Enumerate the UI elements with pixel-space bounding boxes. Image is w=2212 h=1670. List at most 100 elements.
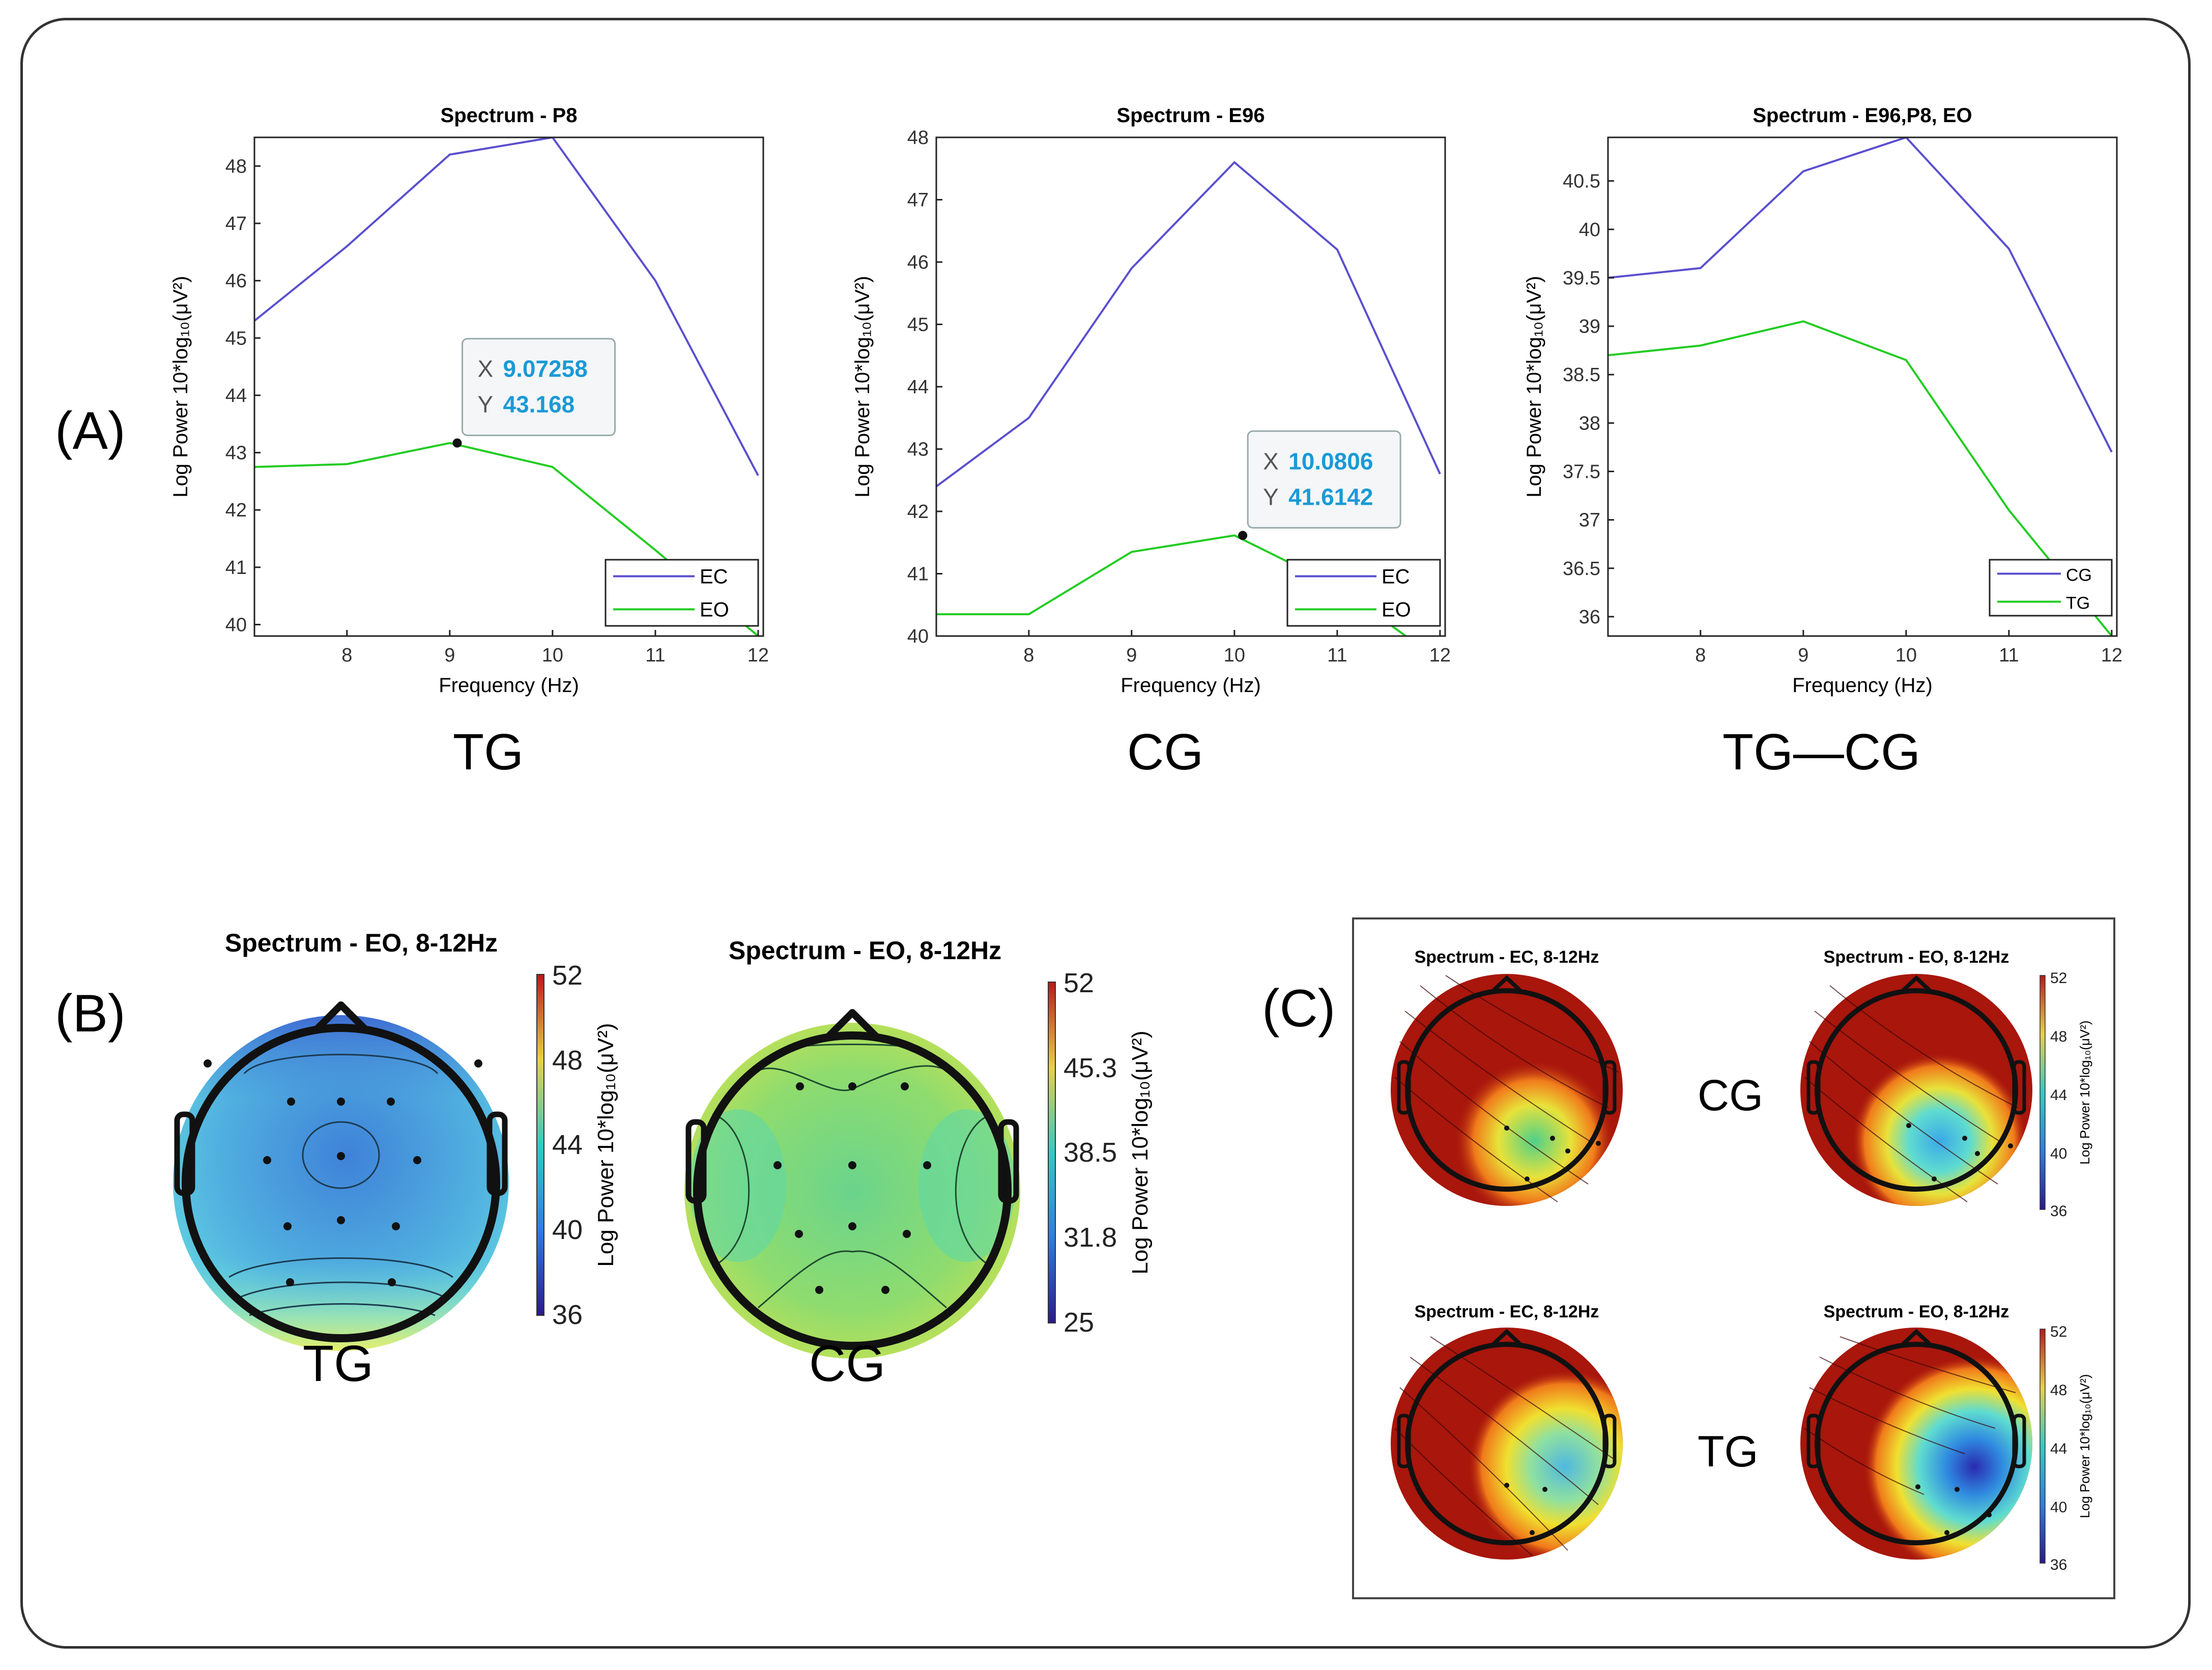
cb-tick: 52 xyxy=(1064,968,1094,998)
x-tick-label: 8 xyxy=(341,645,352,666)
plot-area xyxy=(1607,136,2118,637)
cb-tick: 40 xyxy=(552,1215,583,1245)
y-tick-label: 42 xyxy=(907,501,929,523)
topoplot-b-tg: Spectrum - EO, 8-12Hz 52 48 44 40 36 xyxy=(173,929,618,1351)
cb-tick: 52 xyxy=(2050,1323,2067,1340)
cb-tick: 48 xyxy=(2050,1382,2067,1399)
datatip-y-value: 43.168 xyxy=(503,391,575,418)
y-axis-label: Log Power 10*log₁₀(μV²) xyxy=(851,276,874,498)
y-tick-label: 47 xyxy=(907,190,929,211)
x-tick-label: 12 xyxy=(2101,645,2122,666)
y-tick-label: 38.5 xyxy=(1563,364,1600,386)
topo-caption-cg: CG xyxy=(809,1335,885,1392)
x-axis-label: Frequency (Hz) xyxy=(1792,674,1933,697)
topo-c-tg-eo-title: Spectrum - EO, 8-12Hz xyxy=(1824,1302,2009,1321)
x-tick-label: 9 xyxy=(444,645,455,666)
x-tick-label: 8 xyxy=(1023,645,1034,666)
y-tick-label: 41 xyxy=(225,557,247,579)
panel-label-a: (A) xyxy=(55,401,126,460)
chart-title: Spectrum - E96 xyxy=(1116,104,1265,127)
datatip-x-label: X xyxy=(1263,448,1279,474)
y-tick-label: 46 xyxy=(907,252,929,273)
y-tick-label: 41 xyxy=(907,564,929,585)
cb-label: Log Power 10*log₁₀(μV²) xyxy=(593,1023,618,1266)
chart-caption-cg: CG xyxy=(1127,724,1203,781)
y-tick-label: 40 xyxy=(225,614,247,636)
series-line-tg xyxy=(1608,320,2113,636)
x-tick-label: 11 xyxy=(1999,645,2019,666)
cb-label: Log Power 10*log₁₀(μV²) xyxy=(1128,1030,1153,1274)
x-tick-label: 10 xyxy=(542,645,563,666)
cb-tick: 36 xyxy=(2050,1557,2067,1573)
cb-tick: 45.3 xyxy=(1064,1053,1117,1083)
cb-tick: 44 xyxy=(2050,1087,2067,1104)
x-tick-label: 11 xyxy=(1327,645,1347,666)
plot-area xyxy=(253,136,764,637)
topo-c-row-label-cg: CG xyxy=(1698,1071,1763,1120)
y-tick-label: 45 xyxy=(907,314,929,336)
y-tick-label: 37 xyxy=(1579,510,1600,531)
topoplot-b-cg: Spectrum - EO, 8-12Hz 52 45.3 38.5 31.8 … xyxy=(684,936,1153,1359)
cb-label: Log Power 10*log₁₀(μV²) xyxy=(2077,1374,2092,1518)
y-tick-label: 36.5 xyxy=(1563,558,1600,580)
y-tick-label: 38 xyxy=(1579,413,1600,434)
y-tick-label: 44 xyxy=(225,385,247,407)
datatip-x-value: 9.07258 xyxy=(503,356,588,382)
y-tick-label: 39 xyxy=(1579,316,1600,337)
chart-caption-tg-cg: TG—CG xyxy=(1722,724,1920,781)
x-tick-label: 10 xyxy=(1895,645,1917,666)
line-chart-tg: Spectrum - P8 8 9 10 11 12 40 41 42 43 44 45 46 47 48 F… xyxy=(169,104,769,697)
y-tick-label: 47 xyxy=(225,213,247,235)
line-chart-tg-minus-cg: Spectrum - E96,P8, EO 8 9 10 11 12 36 36.5 37 37.… xyxy=(1523,104,2122,697)
legend-box xyxy=(1989,559,2113,617)
legend-label-cg: CG xyxy=(2066,566,2092,585)
y-tick-label: 48 xyxy=(225,156,247,177)
legend-label-ec: EC xyxy=(700,566,728,588)
figure-frame xyxy=(20,18,2191,1649)
topo-b-tg-title: Spectrum - EO, 8-12Hz xyxy=(225,929,498,957)
y-tick-label: 36 xyxy=(1579,607,1600,628)
cb-tick: 44 xyxy=(552,1130,583,1160)
topo-c-cg-ec-title: Spectrum - EC, 8-12Hz xyxy=(1415,947,1599,967)
legend-label-eo: EO xyxy=(700,599,729,621)
y-tick-label: 39.5 xyxy=(1563,268,1600,289)
cb-tick: 36 xyxy=(2050,1203,2067,1220)
chart-title: Spectrum - E96,P8, EO xyxy=(1753,104,1972,127)
line-chart-cg: Spectrum - E96 8 9 10 11 12 40 41 42 43 44 45 46 47 48… xyxy=(851,104,1451,697)
series-line-ec xyxy=(936,161,1441,487)
datatip-x-value: 10.0806 xyxy=(1288,448,1373,474)
x-tick-label: 12 xyxy=(1429,645,1451,666)
cb-tick: 25 xyxy=(1064,1307,1094,1338)
panel-c-box: Spectrum - EC, 8-12Hz CG Spectrum - EO, … xyxy=(1352,917,2115,1599)
y-tick-label: 40 xyxy=(907,626,929,647)
topo-c-cg-eo-title: Spectrum - EO, 8-12Hz xyxy=(1824,947,2009,967)
legend-box xyxy=(605,559,759,627)
cb-label: Log Power 10*log₁₀(μV²) xyxy=(2077,1020,2092,1164)
y-tick-label: 46 xyxy=(225,271,247,292)
cb-tick: 36 xyxy=(552,1300,583,1330)
x-axis-label: Frequency (Hz) xyxy=(439,674,579,697)
topo-caption-tg: TG xyxy=(303,1335,374,1392)
x-axis-label: Frequency (Hz) xyxy=(1121,674,1261,697)
x-tick-label: 10 xyxy=(1224,645,1245,666)
chart-title: Spectrum - P8 xyxy=(441,104,578,127)
y-tick-label: 43 xyxy=(907,439,929,460)
datatip-marker xyxy=(452,438,462,448)
chart-caption-tg: TG xyxy=(453,724,524,781)
topo-c-tg-ec-title: Spectrum - EC, 8-12Hz xyxy=(1415,1302,1599,1321)
datatip-y-label: Y xyxy=(1263,483,1279,510)
cb-tick: 48 xyxy=(552,1045,583,1076)
cb-tick: 48 xyxy=(2050,1028,2067,1045)
x-tick-label: 9 xyxy=(1126,645,1137,666)
y-axis-label: Log Power 10*log₁₀(μV²) xyxy=(1523,276,1545,498)
cb-tick: 52 xyxy=(552,960,583,991)
y-tick-label: 37.5 xyxy=(1563,462,1600,483)
cb-tick: 52 xyxy=(2050,970,2067,987)
legend-label-ec: EC xyxy=(1382,566,1410,588)
series-line-cg xyxy=(1608,137,2113,453)
datatip-box xyxy=(462,338,616,437)
y-axis-label: Log Power 10*log₁₀(μV²) xyxy=(169,276,192,498)
x-tick-label: 8 xyxy=(1695,645,1706,666)
datatip-y-value: 41.6142 xyxy=(1288,483,1373,510)
y-tick-label: 45 xyxy=(225,328,247,349)
